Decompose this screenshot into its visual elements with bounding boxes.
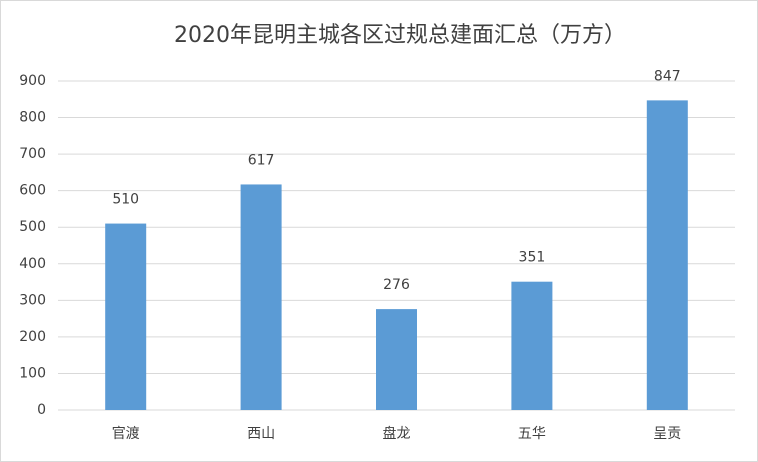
y-tick-label: 700 xyxy=(19,146,46,162)
chart-title: 2020年昆明主城各区过规总建面汇总（万方） xyxy=(174,23,626,48)
y-tick-label: 0 xyxy=(37,402,46,418)
x-tick-label: 五华 xyxy=(518,426,546,442)
x-tick-label: 官渡 xyxy=(112,426,140,442)
data-label: 617 xyxy=(248,152,275,168)
x-tick-label: 西山 xyxy=(247,426,275,442)
bar xyxy=(646,100,688,410)
y-tick-label: 500 xyxy=(19,219,46,235)
data-label: 510 xyxy=(112,192,139,208)
data-label: 847 xyxy=(654,68,681,84)
bar xyxy=(376,309,417,410)
x-tick-label: 呈贡 xyxy=(653,426,681,442)
data-label: 276 xyxy=(383,277,410,293)
y-tick-label: 400 xyxy=(19,256,46,272)
y-tick-label: 900 xyxy=(19,73,46,89)
y-tick-label: 100 xyxy=(19,365,46,381)
data-label: 351 xyxy=(519,250,546,266)
x-tick-label: 盘龙 xyxy=(383,425,411,442)
bar xyxy=(511,281,553,410)
bar xyxy=(105,223,147,410)
y-tick-label: 200 xyxy=(19,329,46,345)
y-tick-label: 300 xyxy=(19,292,46,308)
y-tick-label: 600 xyxy=(19,183,46,199)
y-tick-label: 800 xyxy=(19,110,46,126)
bar xyxy=(240,184,282,410)
